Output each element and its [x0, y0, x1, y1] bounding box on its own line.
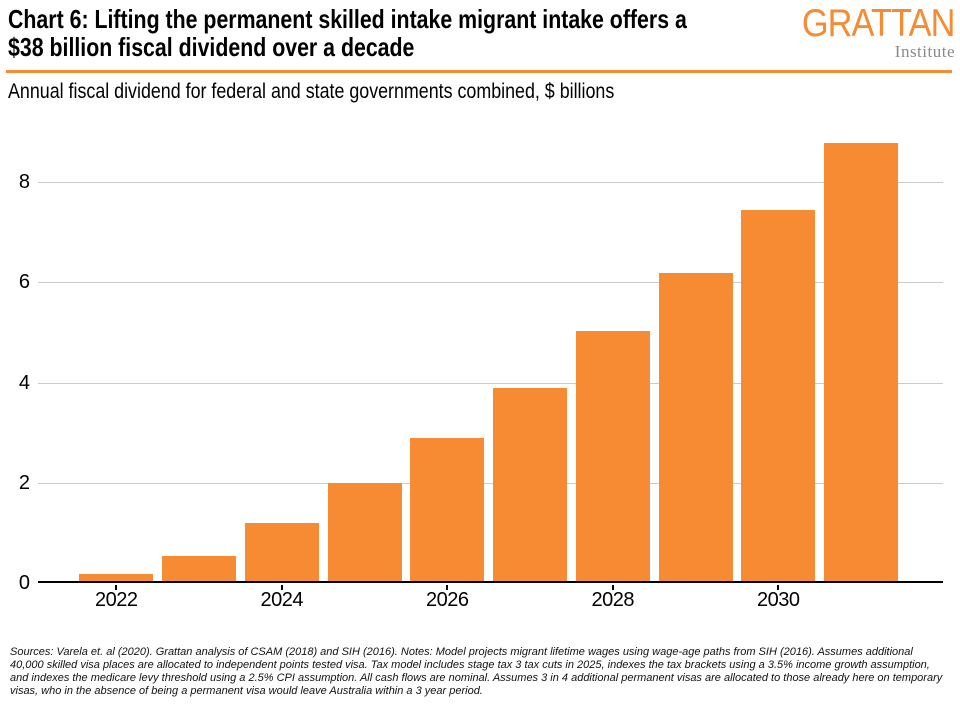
source-notes: Sources: Varela et. al (2020). Grattan a…	[10, 646, 943, 697]
chart-subtitle: Annual fiscal dividend for federal and s…	[8, 80, 615, 103]
bar-2023	[162, 555, 237, 581]
x-axis-tick-2022	[115, 585, 118, 590]
x-axis-label-2030: 2030	[757, 589, 800, 611]
bar-2029	[658, 272, 733, 581]
grattan-logo: GRATTAN Institute	[781, 2, 956, 61]
gridline-4	[38, 382, 943, 384]
chart-title-line-1: Chart 6: Lifting the permanent skilled i…	[8, 4, 687, 34]
grattan-logo-institute: Institute	[894, 42, 955, 61]
gridline-2	[38, 482, 943, 484]
gridline-6	[38, 282, 943, 284]
y-axis-label-0: 0	[18, 572, 30, 594]
x-axis-tick-2028	[611, 585, 614, 590]
y-axis-label-6: 6	[18, 271, 30, 294]
bar-2026	[410, 438, 485, 581]
bar-2022	[79, 573, 154, 581]
chart-title: Chart 6: Lifting the permanent skilled i…	[8, 5, 687, 61]
fiscal-dividend-bar-chart: 0 2 4 6 8 2022 2024 2026 2028 2030	[0, 120, 960, 625]
x-axis-label-2022: 2022	[95, 589, 138, 611]
chart-title-line-2: $38 billion fiscal dividend over a decad…	[8, 32, 415, 62]
bar-2031	[824, 142, 899, 581]
x-axis-label-2026: 2026	[426, 589, 469, 611]
bar-2030	[741, 210, 816, 581]
y-axis-label-4: 4	[18, 371, 30, 394]
x-axis-tick-2024	[280, 585, 283, 590]
grattan-logo-wordmark: GRATTAN	[802, 2, 956, 45]
x-axis-label-2028: 2028	[591, 589, 635, 611]
x-axis-tick-2026	[446, 585, 449, 590]
gridline-8	[38, 182, 943, 184]
header-divider-rule	[6, 70, 952, 73]
y-axis-label-8: 8	[18, 171, 30, 194]
bar-2028	[575, 330, 650, 581]
bar-2024	[244, 523, 319, 581]
bar-2025	[327, 483, 402, 581]
plot-area	[38, 135, 943, 583]
x-axis-tick-2030	[777, 585, 780, 590]
y-axis-label-2: 2	[18, 471, 30, 494]
bar-2027	[493, 388, 568, 581]
x-axis-label-2024: 2024	[260, 589, 304, 611]
